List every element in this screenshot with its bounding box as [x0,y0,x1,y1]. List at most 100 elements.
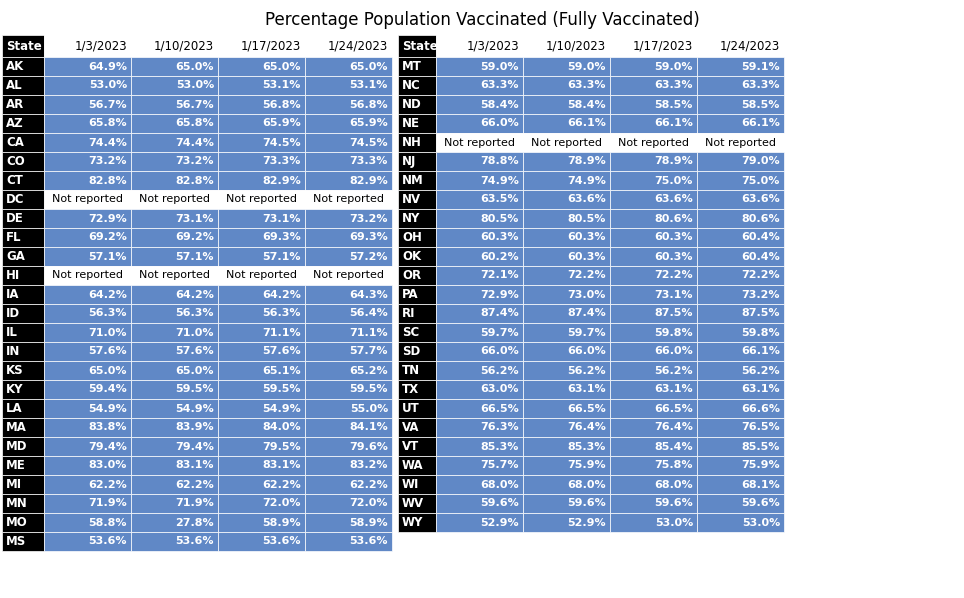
Text: 66.1%: 66.1% [741,118,780,129]
Text: 66.1%: 66.1% [655,118,693,129]
Text: MA: MA [6,421,27,434]
Bar [610,95,697,114]
Bar [131,380,218,399]
Bar [398,266,436,285]
Bar [523,171,610,190]
Text: AZ: AZ [6,117,24,130]
Bar [523,475,610,494]
Text: 1/10/2023: 1/10/2023 [546,39,606,53]
Bar [131,342,218,361]
Bar [44,532,131,551]
Text: 69.3%: 69.3% [262,233,301,243]
Text: 62.2%: 62.2% [175,480,214,490]
Bar [44,247,131,266]
Text: CA: CA [6,136,24,149]
Text: 74.9%: 74.9% [480,175,519,185]
Bar [305,342,392,361]
Text: 63.6%: 63.6% [655,194,693,205]
Text: 64.2%: 64.2% [262,289,301,300]
Text: 79.0%: 79.0% [741,157,780,166]
Text: 71.9%: 71.9% [89,499,127,508]
Bar [218,361,305,380]
Bar [218,323,305,342]
Text: 1/17/2023: 1/17/2023 [241,39,301,53]
Text: 80.5%: 80.5% [568,213,606,224]
Text: WI: WI [402,478,419,491]
Text: NV: NV [402,193,421,206]
Text: 62.2%: 62.2% [262,480,301,490]
Text: 27.8%: 27.8% [175,517,214,527]
Bar [2,57,44,76]
Bar [305,95,392,114]
Text: 54.9%: 54.9% [175,404,214,413]
Text: MI: MI [6,478,22,491]
Text: 1/3/2023: 1/3/2023 [74,39,127,53]
Text: WY: WY [402,516,423,529]
Bar [131,456,218,475]
Text: 87.5%: 87.5% [741,309,780,319]
Bar [398,380,436,399]
Bar [610,57,697,76]
Bar [697,475,784,494]
Text: DE: DE [6,212,24,225]
Bar [436,285,523,304]
Bar [305,228,392,247]
Text: 65.8%: 65.8% [175,118,214,129]
Bar [305,209,392,228]
Bar [523,95,610,114]
Bar [697,323,784,342]
Text: 68.0%: 68.0% [480,480,519,490]
Bar [131,76,218,95]
Bar [305,380,392,399]
Bar [610,76,697,95]
Text: Not reported: Not reported [313,270,384,280]
Bar [131,437,218,456]
Text: 84.0%: 84.0% [262,423,301,432]
Bar [610,399,697,418]
Bar [131,228,218,247]
Text: 59.0%: 59.0% [655,62,693,72]
Bar [436,494,523,513]
Bar [610,190,697,209]
Text: 60.3%: 60.3% [655,252,693,261]
Bar [218,152,305,171]
Text: MS: MS [6,535,26,548]
Text: 66.6%: 66.6% [741,404,780,413]
Bar [131,418,218,437]
Text: WV: WV [402,497,424,510]
Text: 57.1%: 57.1% [89,252,127,261]
Text: GA: GA [6,250,25,263]
Text: 63.6%: 63.6% [567,194,606,205]
Text: 85.5%: 85.5% [741,441,780,451]
Text: 60.3%: 60.3% [568,233,606,243]
Text: 55.0%: 55.0% [350,404,388,413]
Text: 59.7%: 59.7% [568,328,606,337]
Text: 60.2%: 60.2% [480,252,519,261]
Text: NE: NE [402,117,420,130]
Text: 1/24/2023: 1/24/2023 [720,39,780,53]
Text: Not reported: Not reported [313,194,384,205]
Bar [398,513,436,532]
Text: 69.2%: 69.2% [88,233,127,243]
Text: 64.3%: 64.3% [349,289,388,300]
Text: DC: DC [6,193,24,206]
Text: NH: NH [402,136,422,149]
Text: 76.4%: 76.4% [655,423,693,432]
Bar [305,57,392,76]
Text: 66.5%: 66.5% [480,404,519,413]
Bar [697,285,784,304]
Text: 56.3%: 56.3% [89,309,127,319]
Text: 57.1%: 57.1% [175,252,214,261]
Text: 73.2%: 73.2% [89,157,127,166]
Text: AR: AR [6,98,24,111]
Text: 66.0%: 66.0% [480,346,519,356]
Text: OK: OK [402,250,421,263]
Text: IN: IN [6,345,20,358]
Text: 53.1%: 53.1% [262,81,301,90]
Text: 1/10/2023: 1/10/2023 [154,39,214,53]
Bar [398,285,436,304]
Text: 83.8%: 83.8% [89,423,127,432]
Text: 83.1%: 83.1% [262,460,301,471]
Text: 56.3%: 56.3% [175,309,214,319]
Bar [697,456,784,475]
